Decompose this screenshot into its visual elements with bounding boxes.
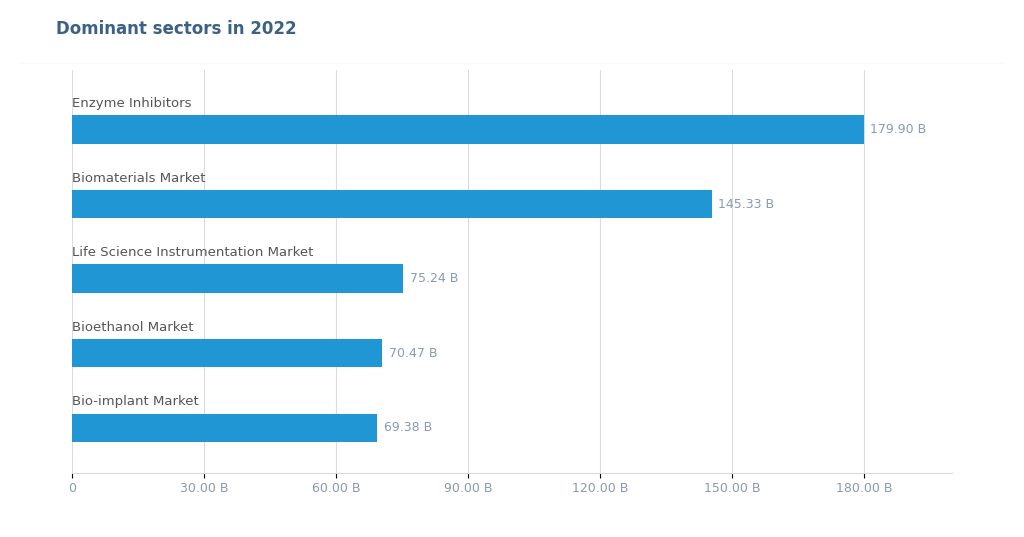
Text: Biomaterials Market: Biomaterials Market: [72, 172, 205, 185]
Text: 75.24 B: 75.24 B: [410, 272, 458, 285]
Text: 145.33 B: 145.33 B: [718, 198, 774, 211]
Text: 179.90 B: 179.90 B: [870, 123, 927, 136]
Text: Bioethanol Market: Bioethanol Market: [72, 321, 194, 334]
Text: Bio-implant Market: Bio-implant Market: [72, 395, 199, 409]
Text: Life Science Instrumentation Market: Life Science Instrumentation Market: [72, 246, 313, 259]
Text: Enzyme Inhibitors: Enzyme Inhibitors: [72, 97, 191, 110]
Text: 70.47 B: 70.47 B: [388, 347, 437, 360]
Bar: [72, 339, 382, 367]
Bar: [72, 115, 864, 143]
Bar: [72, 264, 403, 293]
Bar: [72, 413, 377, 442]
Bar: [72, 190, 712, 218]
Text: 69.38 B: 69.38 B: [384, 422, 432, 434]
Text: Dominant sectors in 2022: Dominant sectors in 2022: [56, 20, 297, 38]
